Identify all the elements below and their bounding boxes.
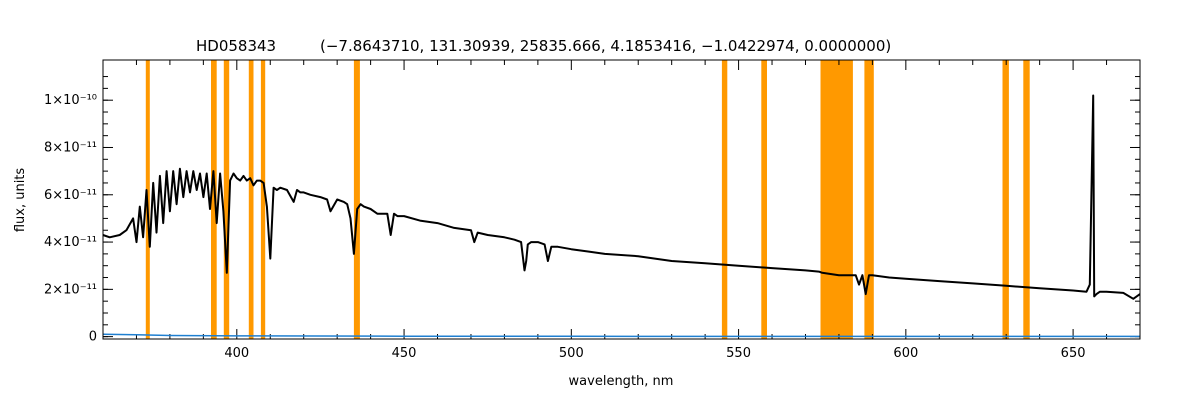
masked-band-3 bbox=[248, 60, 254, 339]
masked-band-11 bbox=[1023, 60, 1030, 339]
series-line-0 bbox=[102, 94, 1141, 300]
y-tick-label-3: 6×10⁻¹¹ bbox=[44, 188, 97, 203]
masked-band-10 bbox=[1002, 60, 1009, 339]
masked-band-1 bbox=[211, 60, 217, 339]
x-tick-label-2: 500 bbox=[559, 346, 584, 361]
masked-band-2 bbox=[223, 60, 230, 339]
axis-ticks: 400 450 500 550 600 650 0 2×10⁻¹¹ 4×10⁻¹¹ 6×10⁻¹¹… bbox=[44, 60, 1141, 361]
x-axis-label: wavelength, nm bbox=[569, 374, 674, 389]
masked-band-7 bbox=[761, 60, 767, 339]
series-line-1 bbox=[102, 333, 1140, 338]
masked-band-8 bbox=[820, 60, 853, 339]
data-series bbox=[102, 94, 1141, 338]
y-tick-label-0: 0 bbox=[89, 330, 97, 345]
masked-band-9 bbox=[864, 60, 874, 339]
masked-regions bbox=[145, 60, 1030, 339]
plot-frame bbox=[102, 59, 1141, 340]
chart-title: HD058343 bbox=[196, 37, 276, 55]
y-tick-label-4: 8×10⁻¹¹ bbox=[44, 140, 97, 155]
y-tick-label-2: 4×10⁻¹¹ bbox=[44, 235, 97, 250]
chart-subtitle: (−7.8643710, 131.30939, 25835.666, 4.185… bbox=[320, 37, 891, 55]
masked-band-6 bbox=[721, 60, 728, 339]
y-axis-label: flux, units bbox=[13, 168, 28, 233]
x-tick-label-1: 450 bbox=[392, 346, 417, 361]
x-tick-label-5: 650 bbox=[1061, 346, 1086, 361]
x-tick-label-4: 600 bbox=[893, 346, 918, 361]
y-tick-label-1: 2×10⁻¹¹ bbox=[44, 282, 97, 297]
x-tick-label-0: 400 bbox=[224, 346, 249, 361]
masked-band-5 bbox=[353, 60, 360, 339]
y-tick-label-5: 1×10⁻¹⁰ bbox=[44, 93, 97, 108]
masked-band-4 bbox=[260, 60, 266, 339]
x-tick-label-3: 550 bbox=[726, 346, 751, 361]
